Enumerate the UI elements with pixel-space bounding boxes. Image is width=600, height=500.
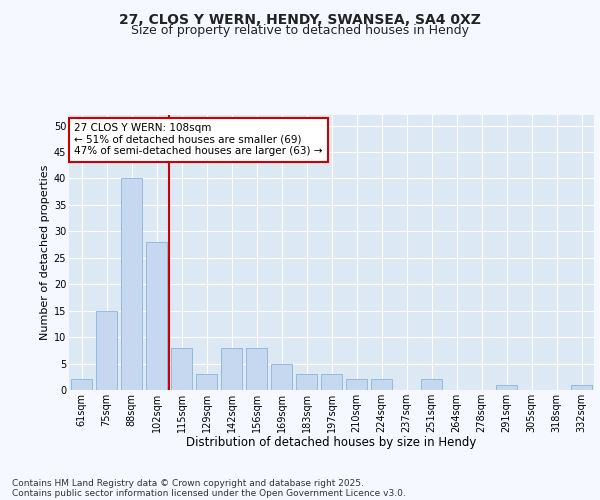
Bar	[171, 348, 192, 390]
X-axis label: Distribution of detached houses by size in Hendy: Distribution of detached houses by size …	[187, 436, 476, 450]
Bar	[496, 384, 517, 390]
Bar	[96, 310, 117, 390]
Bar	[371, 380, 392, 390]
Text: Size of property relative to detached houses in Hendy: Size of property relative to detached ho…	[131, 24, 469, 37]
Text: Contains HM Land Registry data © Crown copyright and database right 2025.: Contains HM Land Registry data © Crown c…	[12, 478, 364, 488]
Bar	[146, 242, 167, 390]
Text: 27, CLOS Y WERN, HENDY, SWANSEA, SA4 0XZ: 27, CLOS Y WERN, HENDY, SWANSEA, SA4 0XZ	[119, 12, 481, 26]
Bar	[296, 374, 317, 390]
Bar	[121, 178, 142, 390]
Y-axis label: Number of detached properties: Number of detached properties	[40, 165, 50, 340]
Bar	[196, 374, 217, 390]
Text: 27 CLOS Y WERN: 108sqm
← 51% of detached houses are smaller (69)
47% of semi-det: 27 CLOS Y WERN: 108sqm ← 51% of detached…	[74, 123, 323, 156]
Bar	[346, 380, 367, 390]
Text: Contains public sector information licensed under the Open Government Licence v3: Contains public sector information licen…	[12, 488, 406, 498]
Bar	[321, 374, 342, 390]
Bar	[71, 380, 92, 390]
Bar	[246, 348, 267, 390]
Bar	[571, 384, 592, 390]
Bar	[271, 364, 292, 390]
Bar	[421, 380, 442, 390]
Bar	[221, 348, 242, 390]
